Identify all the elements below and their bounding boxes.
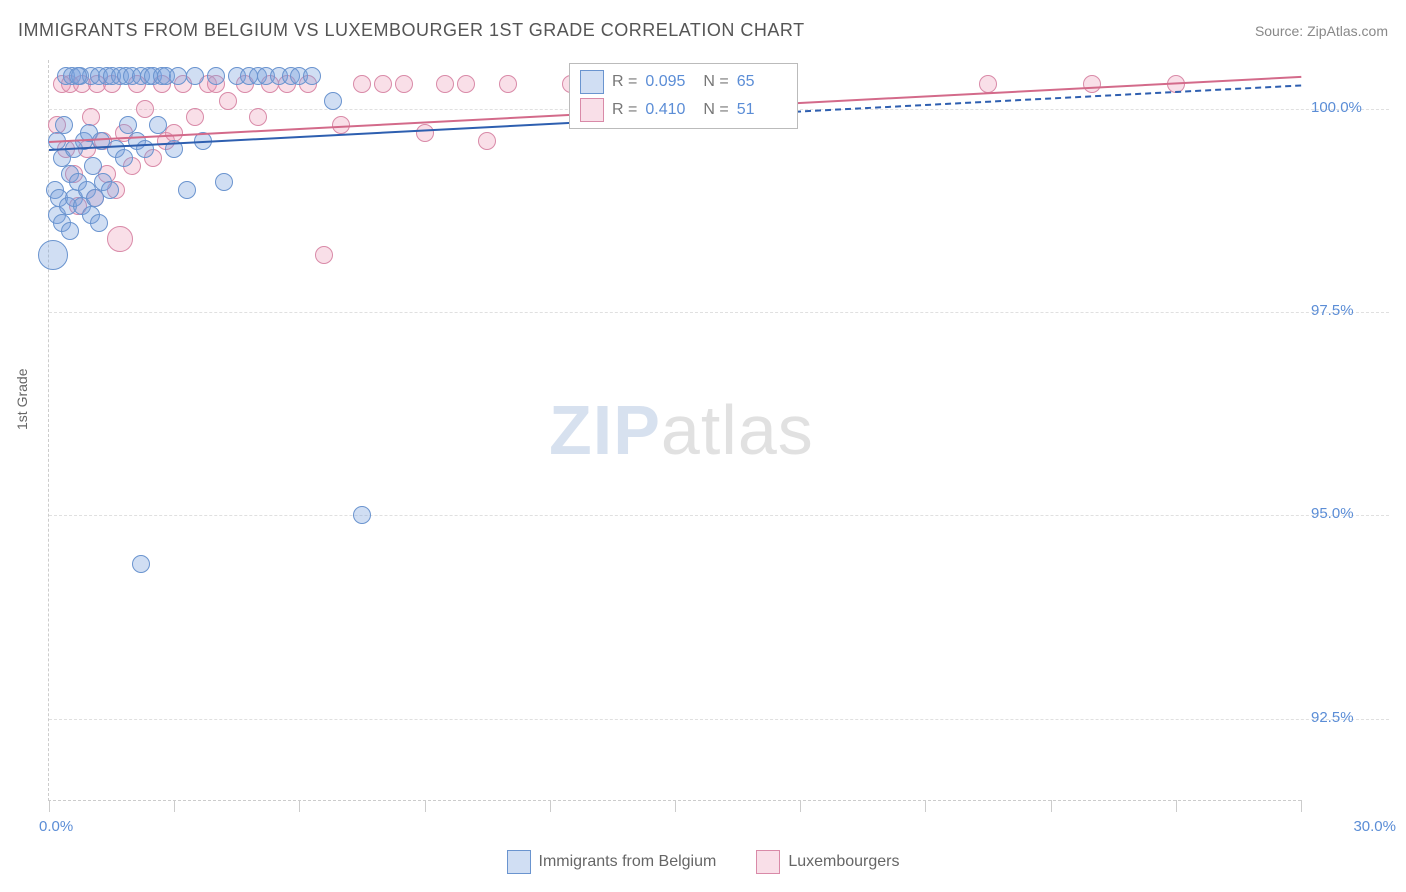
xtick bbox=[425, 800, 426, 812]
scatter-point-belgium bbox=[61, 222, 79, 240]
legend-inset-row: R = 0.095 N = 65 bbox=[580, 68, 787, 96]
xtick bbox=[49, 800, 50, 812]
scatter-point-luxembourg bbox=[457, 75, 475, 93]
legend-swatch-luxembourg bbox=[756, 850, 780, 874]
legend-n-value: 51 bbox=[737, 101, 787, 119]
scatter-point-belgium bbox=[38, 240, 68, 270]
scatter-point-belgium bbox=[169, 67, 187, 85]
xtick bbox=[174, 800, 175, 812]
scatter-point-luxembourg bbox=[219, 92, 237, 110]
gridline-horizontal bbox=[49, 719, 1389, 720]
y-axis-label: 1st Grade bbox=[14, 369, 30, 430]
xtick bbox=[675, 800, 676, 812]
legend-bottom: Immigrants from Belgium Luxembourgers bbox=[0, 850, 1406, 874]
scatter-point-belgium bbox=[84, 157, 102, 175]
legend-inset-swatch bbox=[580, 70, 604, 94]
scatter-point-luxembourg bbox=[82, 108, 100, 126]
chart-source: Source: ZipAtlas.com bbox=[1255, 23, 1388, 39]
ytick-label: 92.5% bbox=[1311, 709, 1391, 726]
legend-r-value: 0.095 bbox=[645, 73, 695, 91]
scatter-point-luxembourg bbox=[315, 246, 333, 264]
xtick bbox=[925, 800, 926, 812]
scatter-point-luxembourg bbox=[374, 75, 392, 93]
xtick bbox=[550, 800, 551, 812]
chart-header: IMMIGRANTS FROM BELGIUM VS LUXEMBOURGER … bbox=[18, 20, 1388, 41]
scatter-point-belgium bbox=[303, 67, 321, 85]
scatter-point-luxembourg bbox=[107, 226, 133, 252]
legend-r-value: 0.410 bbox=[645, 101, 695, 119]
chart-title: IMMIGRANTS FROM BELGIUM VS LUXEMBOURGER … bbox=[18, 20, 805, 41]
scatter-point-luxembourg bbox=[353, 75, 371, 93]
scatter-point-luxembourg bbox=[436, 75, 454, 93]
legend-inset: R = 0.095 N = 65R = 0.410 N = 51 bbox=[569, 63, 798, 129]
xtick bbox=[800, 800, 801, 812]
scatter-point-luxembourg bbox=[478, 132, 496, 150]
legend-item-luxembourg: Luxembourgers bbox=[756, 850, 899, 874]
legend-label-luxembourg: Luxembourgers bbox=[788, 853, 899, 871]
scatter-point-belgium bbox=[119, 116, 137, 134]
scatter-point-belgium bbox=[149, 116, 167, 134]
scatter-point-luxembourg bbox=[1083, 75, 1101, 93]
scatter-point-belgium bbox=[178, 181, 196, 199]
scatter-point-luxembourg bbox=[395, 75, 413, 93]
scatter-point-belgium bbox=[132, 555, 150, 573]
scatter-point-luxembourg bbox=[186, 108, 204, 126]
scatter-point-belgium bbox=[90, 214, 108, 232]
xtick bbox=[1301, 800, 1302, 812]
legend-n-value: 65 bbox=[737, 73, 787, 91]
xtick bbox=[1051, 800, 1052, 812]
plot-area: ZIPatlas 92.5%95.0%97.5%100.0%0.0%30.0%R… bbox=[48, 60, 1301, 801]
scatter-point-belgium bbox=[353, 506, 371, 524]
gridline-horizontal bbox=[49, 312, 1389, 313]
scatter-point-luxembourg bbox=[136, 100, 154, 118]
ytick-label: 97.5% bbox=[1311, 302, 1391, 319]
legend-item-belgium: Immigrants from Belgium bbox=[507, 850, 717, 874]
xtick-label-first: 0.0% bbox=[39, 818, 73, 835]
legend-swatch-belgium bbox=[507, 850, 531, 874]
scatter-point-belgium bbox=[186, 67, 204, 85]
legend-label-belgium: Immigrants from Belgium bbox=[539, 853, 717, 871]
watermark: ZIPatlas bbox=[549, 390, 814, 470]
scatter-point-belgium bbox=[215, 173, 233, 191]
xtick-label-last: 30.0% bbox=[1353, 818, 1396, 835]
scatter-point-luxembourg bbox=[416, 124, 434, 142]
gridline-horizontal bbox=[49, 515, 1389, 516]
legend-inset-swatch bbox=[580, 98, 604, 122]
scatter-point-belgium bbox=[324, 92, 342, 110]
scatter-point-belgium bbox=[115, 149, 133, 167]
scatter-point-luxembourg bbox=[249, 108, 267, 126]
xtick bbox=[299, 800, 300, 812]
scatter-point-belgium bbox=[207, 67, 225, 85]
scatter-point-belgium bbox=[69, 67, 87, 85]
ytick-label: 95.0% bbox=[1311, 505, 1391, 522]
legend-inset-row: R = 0.410 N = 51 bbox=[580, 96, 787, 124]
scatter-point-belgium bbox=[101, 181, 119, 199]
ytick-label: 100.0% bbox=[1311, 99, 1391, 116]
scatter-point-luxembourg bbox=[979, 75, 997, 93]
scatter-point-luxembourg bbox=[499, 75, 517, 93]
xtick bbox=[1176, 800, 1177, 812]
